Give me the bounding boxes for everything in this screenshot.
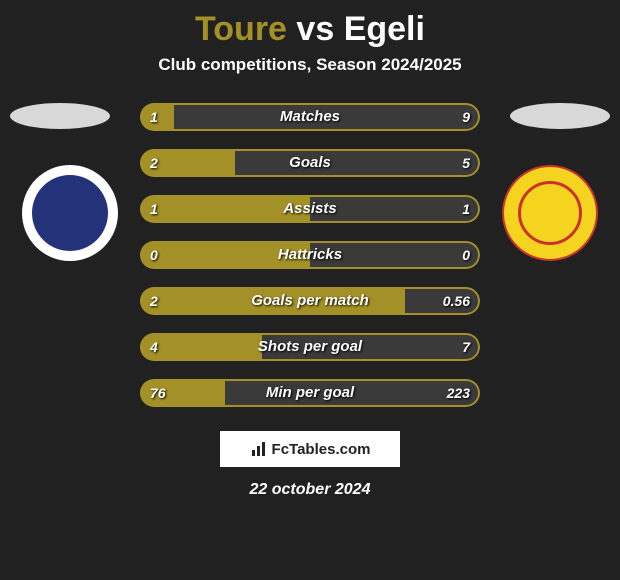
stat-label: Assists bbox=[140, 195, 480, 223]
stat-row: Matches1 9 bbox=[140, 103, 480, 131]
right-team-badge bbox=[502, 165, 598, 261]
right-team-badge-inner bbox=[518, 181, 582, 245]
stat-label: Shots per goal bbox=[140, 333, 480, 361]
footer-date: 22 october 2024 bbox=[0, 481, 620, 499]
stat-value-right: 5 bbox=[462, 149, 470, 177]
stat-value-left: 0 bbox=[150, 241, 158, 269]
stat-label: Hattricks bbox=[140, 241, 480, 269]
stat-bars-container: Matches19Goals25Assists11Hattricks00Goal… bbox=[140, 103, 480, 425]
stat-row: Shots per goal4 7 bbox=[140, 333, 480, 361]
stat-value-left: 1 bbox=[150, 195, 158, 223]
player1-name: Toure bbox=[195, 10, 287, 48]
stat-label: Goals per match bbox=[140, 287, 480, 315]
brand-text: FcTables.com bbox=[272, 441, 371, 458]
stat-value-right: 9 bbox=[462, 103, 470, 131]
comparison-title: Toure vs Egeli bbox=[0, 0, 620, 49]
stat-value-left: 76 bbox=[150, 379, 166, 407]
comparison-subtitle: Club competitions, Season 2024/2025 bbox=[0, 55, 620, 75]
stat-label: Goals bbox=[140, 149, 480, 177]
stat-label: Min per goal bbox=[140, 379, 480, 407]
stat-value-left: 4 bbox=[150, 333, 158, 361]
stat-row: Goals2 5 bbox=[140, 149, 480, 177]
comparison-area: Matches19Goals25Assists11Hattricks00Goal… bbox=[0, 103, 620, 413]
stat-value-left: 2 bbox=[150, 287, 158, 315]
left-halo bbox=[10, 103, 110, 129]
vs-text: vs bbox=[296, 10, 334, 48]
stat-row: Hattricks0 0 bbox=[140, 241, 480, 269]
left-team-badge bbox=[22, 165, 118, 261]
stat-row: Goals per match2 0.56 bbox=[140, 287, 480, 315]
stat-row: Assists1 1 bbox=[140, 195, 480, 223]
stat-value-right: 1 bbox=[462, 195, 470, 223]
stat-value-left: 2 bbox=[150, 149, 158, 177]
stat-value-right: 0 bbox=[462, 241, 470, 269]
stat-value-right: 223 bbox=[447, 379, 470, 407]
stat-value-right: 0.56 bbox=[443, 287, 470, 315]
stat-value-right: 7 bbox=[462, 333, 470, 361]
stat-value-left: 1 bbox=[150, 103, 158, 131]
stat-label: Matches bbox=[140, 103, 480, 131]
left-team-badge-inner bbox=[32, 175, 108, 251]
brand-box: FcTables.com bbox=[220, 431, 400, 467]
stat-row: Min per goal76 223 bbox=[140, 379, 480, 407]
player2-name: Egeli bbox=[344, 10, 425, 48]
right-halo bbox=[510, 103, 610, 129]
chart-icon bbox=[250, 440, 268, 458]
